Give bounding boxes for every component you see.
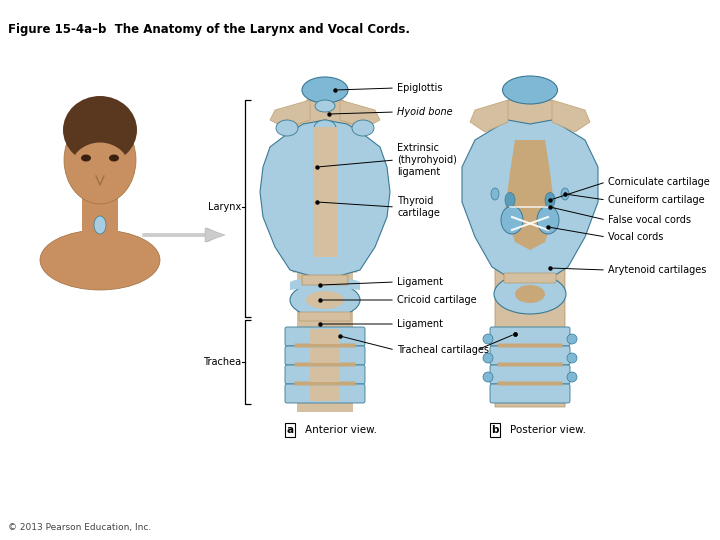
- Ellipse shape: [314, 120, 336, 136]
- Polygon shape: [260, 120, 390, 280]
- FancyBboxPatch shape: [302, 275, 348, 285]
- FancyBboxPatch shape: [294, 381, 356, 386]
- Ellipse shape: [494, 274, 566, 314]
- Text: Arytenoid cartilages: Arytenoid cartilages: [608, 265, 706, 275]
- FancyBboxPatch shape: [498, 343, 562, 348]
- FancyBboxPatch shape: [294, 343, 356, 348]
- FancyBboxPatch shape: [490, 327, 570, 346]
- FancyBboxPatch shape: [285, 327, 365, 346]
- FancyBboxPatch shape: [299, 312, 351, 321]
- Ellipse shape: [491, 188, 499, 200]
- FancyBboxPatch shape: [285, 365, 365, 384]
- FancyBboxPatch shape: [498, 381, 562, 386]
- Text: Cuneiform cartilage: Cuneiform cartilage: [608, 195, 705, 205]
- FancyBboxPatch shape: [310, 348, 340, 363]
- Ellipse shape: [483, 334, 493, 344]
- Text: Ligament: Ligament: [397, 319, 443, 329]
- Polygon shape: [205, 228, 225, 242]
- Ellipse shape: [483, 353, 493, 363]
- Text: Larynx: Larynx: [208, 202, 241, 212]
- Ellipse shape: [515, 285, 545, 303]
- FancyBboxPatch shape: [490, 346, 570, 365]
- Polygon shape: [505, 140, 555, 250]
- Polygon shape: [297, 272, 353, 412]
- Polygon shape: [293, 100, 357, 272]
- Polygon shape: [462, 120, 598, 282]
- Ellipse shape: [70, 143, 130, 198]
- Ellipse shape: [483, 372, 493, 382]
- Ellipse shape: [302, 77, 348, 103]
- Ellipse shape: [537, 206, 559, 234]
- Ellipse shape: [567, 334, 577, 344]
- Text: Figure 15-4a–b  The Anatomy of the Larynx and Vocal Cords.: Figure 15-4a–b The Anatomy of the Larynx…: [8, 23, 410, 36]
- FancyBboxPatch shape: [310, 329, 340, 344]
- Ellipse shape: [561, 188, 569, 200]
- Ellipse shape: [290, 282, 360, 318]
- Ellipse shape: [503, 76, 557, 104]
- Ellipse shape: [40, 230, 160, 290]
- Text: Cricoid cartilage: Cricoid cartilage: [397, 295, 477, 305]
- Ellipse shape: [315, 100, 335, 112]
- Text: Tracheal cartilages: Tracheal cartilages: [397, 345, 489, 355]
- Text: Vocal cords: Vocal cords: [608, 232, 663, 242]
- Ellipse shape: [306, 291, 344, 309]
- Ellipse shape: [567, 372, 577, 382]
- Polygon shape: [290, 276, 360, 290]
- Ellipse shape: [63, 96, 137, 164]
- FancyBboxPatch shape: [82, 192, 118, 253]
- FancyBboxPatch shape: [490, 384, 570, 403]
- Ellipse shape: [505, 192, 515, 207]
- Text: Trachea: Trachea: [203, 357, 241, 367]
- Text: Hyoid bone: Hyoid bone: [397, 107, 453, 117]
- Text: © 2013 Pearson Education, Inc.: © 2013 Pearson Education, Inc.: [8, 523, 151, 532]
- Text: Anterior view.: Anterior view.: [305, 425, 377, 435]
- Text: a: a: [287, 425, 294, 435]
- Ellipse shape: [64, 116, 136, 204]
- Text: b: b: [491, 425, 499, 435]
- Polygon shape: [270, 100, 310, 128]
- Ellipse shape: [352, 120, 374, 136]
- Polygon shape: [552, 100, 590, 132]
- Polygon shape: [470, 100, 508, 132]
- FancyBboxPatch shape: [285, 384, 365, 403]
- Ellipse shape: [545, 192, 555, 207]
- Polygon shape: [142, 233, 205, 237]
- Text: Posterior view.: Posterior view.: [510, 425, 586, 435]
- Ellipse shape: [109, 154, 119, 161]
- Ellipse shape: [567, 353, 577, 363]
- Ellipse shape: [94, 216, 106, 234]
- Ellipse shape: [81, 154, 91, 161]
- Polygon shape: [340, 100, 380, 128]
- FancyBboxPatch shape: [294, 362, 356, 367]
- Text: Ligament: Ligament: [397, 277, 443, 287]
- Polygon shape: [495, 100, 565, 407]
- FancyBboxPatch shape: [504, 273, 556, 283]
- FancyBboxPatch shape: [498, 362, 562, 367]
- Text: False vocal cords: False vocal cords: [608, 215, 691, 225]
- FancyBboxPatch shape: [490, 365, 570, 384]
- Text: Thyroid
cartilage: Thyroid cartilage: [397, 196, 440, 218]
- FancyArrowPatch shape: [145, 230, 218, 240]
- FancyBboxPatch shape: [310, 386, 340, 401]
- Text: Epiglottis: Epiglottis: [397, 83, 443, 93]
- Text: Corniculate cartilage: Corniculate cartilage: [608, 177, 710, 187]
- Text: Extrinsic
(thyrohyoid)
ligament: Extrinsic (thyrohyoid) ligament: [397, 144, 457, 177]
- Ellipse shape: [276, 120, 298, 136]
- Polygon shape: [313, 127, 337, 257]
- FancyBboxPatch shape: [285, 346, 365, 365]
- Ellipse shape: [501, 206, 523, 234]
- FancyBboxPatch shape: [310, 367, 340, 382]
